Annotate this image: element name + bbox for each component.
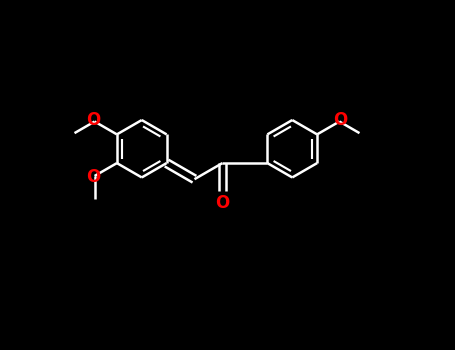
Text: O: O — [86, 111, 101, 130]
Text: O: O — [334, 111, 348, 130]
Text: O: O — [86, 168, 101, 186]
Text: O: O — [215, 194, 229, 212]
